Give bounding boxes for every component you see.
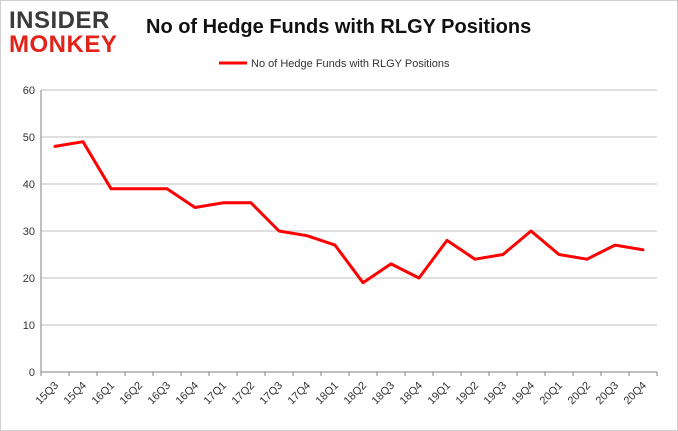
x-tick-label: 16Q2 <box>118 380 146 408</box>
data-point-20Q1 <box>558 253 560 256</box>
x-tick-label: 17Q4 <box>286 380 314 408</box>
y-tick-label: 40 <box>23 179 35 191</box>
x-tick-label: 16Q3 <box>146 380 174 408</box>
y-tick-label: 20 <box>23 273 35 285</box>
data-point-17Q2 <box>250 202 252 204</box>
x-tick-label: 18Q4 <box>398 380 426 408</box>
data-point-19Q1 <box>446 239 448 242</box>
data-point-18Q3 <box>390 263 392 265</box>
chart-title: No of Hedge Funds with RLGY Positions <box>146 16 532 38</box>
logo-line-2: MONKEY <box>9 31 118 58</box>
data-point-18Q2 <box>362 281 364 284</box>
x-tick-label: 19Q4 <box>510 380 538 408</box>
data-point-20Q3 <box>614 244 616 246</box>
logo-line-1: INSIDER <box>9 7 110 34</box>
x-tick-labels: 15Q3 15Q4 16Q1 16Q2 16Q3 16Q4 17Q1 17Q2 17Q3 17Q4… <box>34 380 650 408</box>
data-point-19Q2 <box>474 258 476 261</box>
y-tick-label: 50 <box>23 132 35 144</box>
data-point-15Q4 <box>82 140 84 143</box>
y-tick-labels: 0 10 20 30 40 50 60 <box>23 85 35 379</box>
grid-lines <box>41 89 657 326</box>
legend: No of Hedge Funds with RLGY Positions <box>219 58 450 70</box>
series-line <box>53 140 645 285</box>
data-point-17Q4 <box>306 234 308 237</box>
x-tick-label: 17Q3 <box>258 380 286 408</box>
data-point-15Q3 <box>54 145 56 148</box>
x-tick-label: 19Q1 <box>426 380 454 408</box>
y-tick-label: 10 <box>23 320 35 332</box>
insider-monkey-logo: INSIDER MONKEY <box>9 7 127 57</box>
data-point-16Q2 <box>138 187 140 190</box>
x-tick-label: 20Q1 <box>538 380 566 408</box>
x-tick-label: 18Q3 <box>370 380 398 408</box>
data-point-16Q4 <box>194 206 196 209</box>
x-tick-label: 16Q1 <box>90 380 118 408</box>
x-tick-label: 17Q1 <box>202 380 230 408</box>
data-point-19Q3 <box>502 253 504 256</box>
x-tick-label: 20Q2 <box>566 380 594 408</box>
x-tick-label: 19Q3 <box>482 380 510 408</box>
x-tick-label: 15Q3 <box>34 380 62 408</box>
data-point-19Q4 <box>530 230 532 232</box>
x-tick-label: 18Q2 <box>342 380 370 408</box>
x-tick-label: 20Q3 <box>594 380 622 408</box>
x-tick-label: 16Q4 <box>174 380 202 408</box>
data-point-17Q1 <box>222 202 224 204</box>
x-tick-label: 17Q2 <box>230 380 258 408</box>
y-tick-label: 0 <box>29 367 35 379</box>
x-tick-label: 19Q2 <box>454 380 482 408</box>
x-tick-label: 15Q4 <box>62 380 90 408</box>
legend-label: No of Hedge Funds with RLGY Positions <box>251 58 450 70</box>
data-point-17Q3 <box>278 230 280 232</box>
data-point-20Q4 <box>642 249 644 251</box>
data-point-18Q4 <box>418 277 420 279</box>
data-point-20Q2 <box>586 258 588 261</box>
y-tick-label: 60 <box>23 85 35 97</box>
y-tick-label: 30 <box>23 226 35 238</box>
series-lines <box>53 140 645 285</box>
data-point-16Q3 <box>166 187 168 190</box>
x-tick-label: 18Q1 <box>314 380 342 408</box>
axes <box>40 90 658 376</box>
data-point-16Q1 <box>110 187 112 190</box>
data-point-18Q1 <box>334 244 336 246</box>
x-tick-label: 20Q4 <box>622 380 650 408</box>
